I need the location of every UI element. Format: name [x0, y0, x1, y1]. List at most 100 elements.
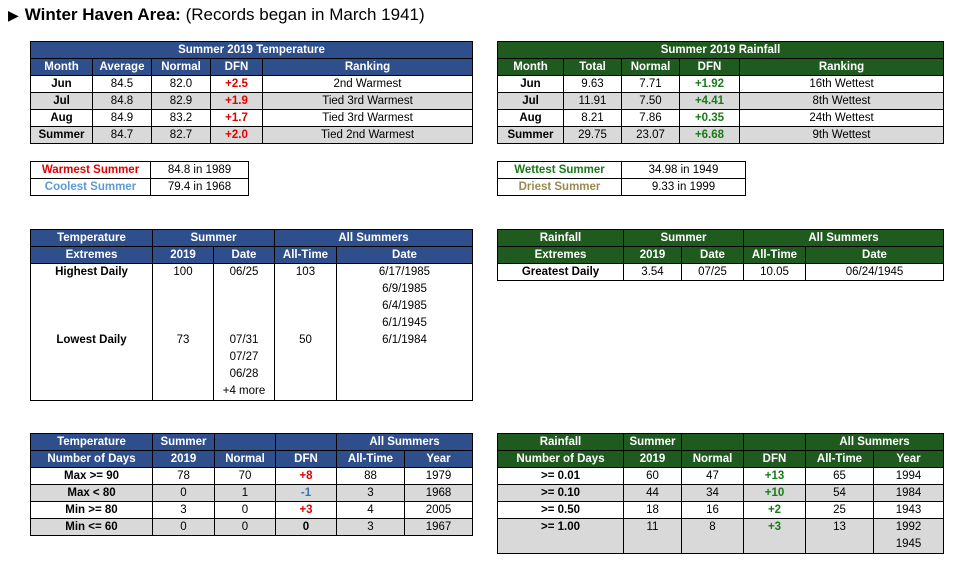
month-cell: Summer [30, 126, 93, 144]
table-row: Driest Summer 9.33 in 1999 [497, 178, 746, 196]
total-cell: 9.63 [563, 75, 622, 93]
column-header: Month [497, 58, 564, 76]
column-header: Summer [623, 229, 744, 247]
value-cell: 100 [152, 263, 214, 332]
column-header: All Summers [743, 229, 944, 247]
normal-cell: 7.50 [621, 92, 680, 110]
table-row: >= 0.01 60 47 +13 65 1994 [497, 467, 944, 485]
table-row: >= 0.50 18 16 +2 25 1943 [497, 501, 944, 519]
row-label: Max >= 90 [30, 467, 153, 485]
dfn-cell: +3 [743, 518, 806, 554]
table-row: Min <= 60 0 0 0 3 1967 [30, 518, 473, 536]
column-header: All-Time [743, 246, 806, 264]
column-header: DFN [275, 450, 337, 468]
column-header: All Summers [805, 433, 944, 451]
alltime-cell: 10.05 [743, 263, 806, 281]
column-header: Temperature [30, 433, 153, 451]
column-header: Year [404, 450, 473, 468]
normal-cell: 82.9 [151, 92, 211, 110]
value-cell: 11 [623, 518, 682, 554]
date-entry: 07/31 [229, 334, 259, 346]
column-header: DFN [679, 58, 740, 76]
column-header: Normal [214, 450, 276, 468]
value-cell: 3 [152, 501, 215, 519]
average-cell: 84.7 [92, 126, 152, 144]
rainfall-summary-table: Summer 2019 Rainfall Month Total Normal … [497, 41, 944, 144]
column-header: All-Time [336, 450, 405, 468]
column-header: Number of Days [497, 450, 624, 468]
table-caption: Summer 2019 Rainfall [497, 41, 944, 59]
rainfall-extremes-table: Rainfall Summer All Summers Extremes 201… [497, 229, 944, 281]
year-cell: 1967 [404, 518, 473, 536]
column-header: 2019 [623, 246, 682, 264]
column-header: Date [681, 246, 744, 264]
table-row: Max < 80 0 1 -1 3 1968 [30, 484, 473, 502]
table-row: Wettest Summer 34.98 in 1949 [497, 161, 746, 179]
normal-cell: 16 [681, 501, 744, 519]
date-cell: 6/1/1984 [336, 332, 473, 401]
rainfall-days-table: Rainfall Summer All Summers Number of Da… [497, 433, 944, 554]
dfn-cell: +10 [743, 484, 806, 502]
table-row: Jul 84.8 82.9 +1.9 Tied 3rd Warmest [30, 92, 474, 110]
date-cell: 06/25 [213, 263, 275, 332]
table-row: Aug 8.21 7.86 +0.35 24th Wettest [497, 109, 944, 127]
column-header: DFN [743, 450, 806, 468]
normal-cell: 83.2 [151, 109, 211, 127]
column-header: Rainfall [497, 229, 624, 247]
table-row: Jul 11.91 7.50 +4.41 8th Wettest [497, 92, 944, 110]
year-entry: 1945 [895, 538, 922, 550]
table-row: Greatest Daily 3.54 07/25 10.05 06/24/19… [497, 263, 944, 281]
month-cell: Jun [30, 75, 93, 93]
column-header: All-Time [274, 246, 337, 264]
column-header: Month [30, 58, 93, 76]
alltime-cell: 3 [336, 484, 405, 502]
table-row: Lowest Daily 73 07/31 07/27 06/28 +4 mor… [30, 332, 473, 401]
title-note: (Records began in March 1941) [185, 5, 425, 24]
table-row: Highest Daily 100 06/25 103 6/17/1985 6/… [30, 263, 473, 332]
row-label: Max < 80 [30, 484, 153, 502]
month-cell: Aug [497, 109, 564, 127]
temperature-days-table: Temperature Summer All Summers Number of… [30, 433, 473, 536]
total-cell: 11.91 [563, 92, 622, 110]
column-header: Summer [152, 229, 275, 247]
dfn-cell: +1.9 [210, 92, 263, 110]
dfn-cell: +1.7 [210, 109, 263, 127]
column-header: Total [563, 58, 622, 76]
table-row: Warmest Summer 84.8 in 1989 [30, 161, 249, 179]
column-header: Summer [623, 433, 682, 451]
date-cell: 07/25 [681, 263, 744, 281]
total-cell: 8.21 [563, 109, 622, 127]
year-cell: 1943 [873, 501, 944, 519]
total-cell: 29.75 [563, 126, 622, 144]
table-row: >= 1.00 11 8 +3 13 1992 1945 [497, 518, 944, 554]
dfn-cell: +6.68 [679, 126, 740, 144]
value-cell: 0 [152, 484, 215, 502]
alltime-cell: 65 [805, 467, 874, 485]
row-label: Highest Daily [30, 263, 153, 332]
temperature-records-table: Warmest Summer 84.8 in 1989 Coolest Summ… [30, 161, 249, 196]
date-entry: 06/28 [229, 368, 259, 380]
coolest-summer-value: 79.4 in 1968 [150, 178, 249, 196]
alltime-cell: 103 [274, 263, 337, 332]
table-row: >= 0.10 44 34 +10 54 1984 [497, 484, 944, 502]
column-header: Normal [621, 58, 680, 76]
play-arrow-icon: ▶ [8, 7, 19, 23]
month-cell: Jul [497, 92, 564, 110]
dfn-cell: +2.0 [210, 126, 263, 144]
value-cell: 18 [623, 501, 682, 519]
average-cell: 84.8 [92, 92, 152, 110]
normal-cell: 23.07 [621, 126, 680, 144]
column-header: All-Time [805, 450, 874, 468]
year-cell: 1984 [873, 484, 944, 502]
ranking-cell: 2nd Warmest [261, 75, 474, 93]
dfn-cell: +3 [275, 501, 337, 519]
row-label: >= 0.01 [497, 467, 624, 485]
column-header: Temperature [30, 229, 153, 247]
table-row: Summer 29.75 23.07 +6.68 9th Wettest [497, 126, 944, 144]
column-header: DFN [210, 58, 263, 76]
rainfall-records-table: Wettest Summer 34.98 in 1949 Driest Summ… [497, 161, 746, 196]
normal-cell: 0 [214, 518, 276, 536]
temperature-summary-table: Summer 2019 Temperature Month Average No… [29, 41, 474, 144]
normal-cell: 82.0 [151, 75, 211, 93]
value-cell: 0 [152, 518, 215, 536]
